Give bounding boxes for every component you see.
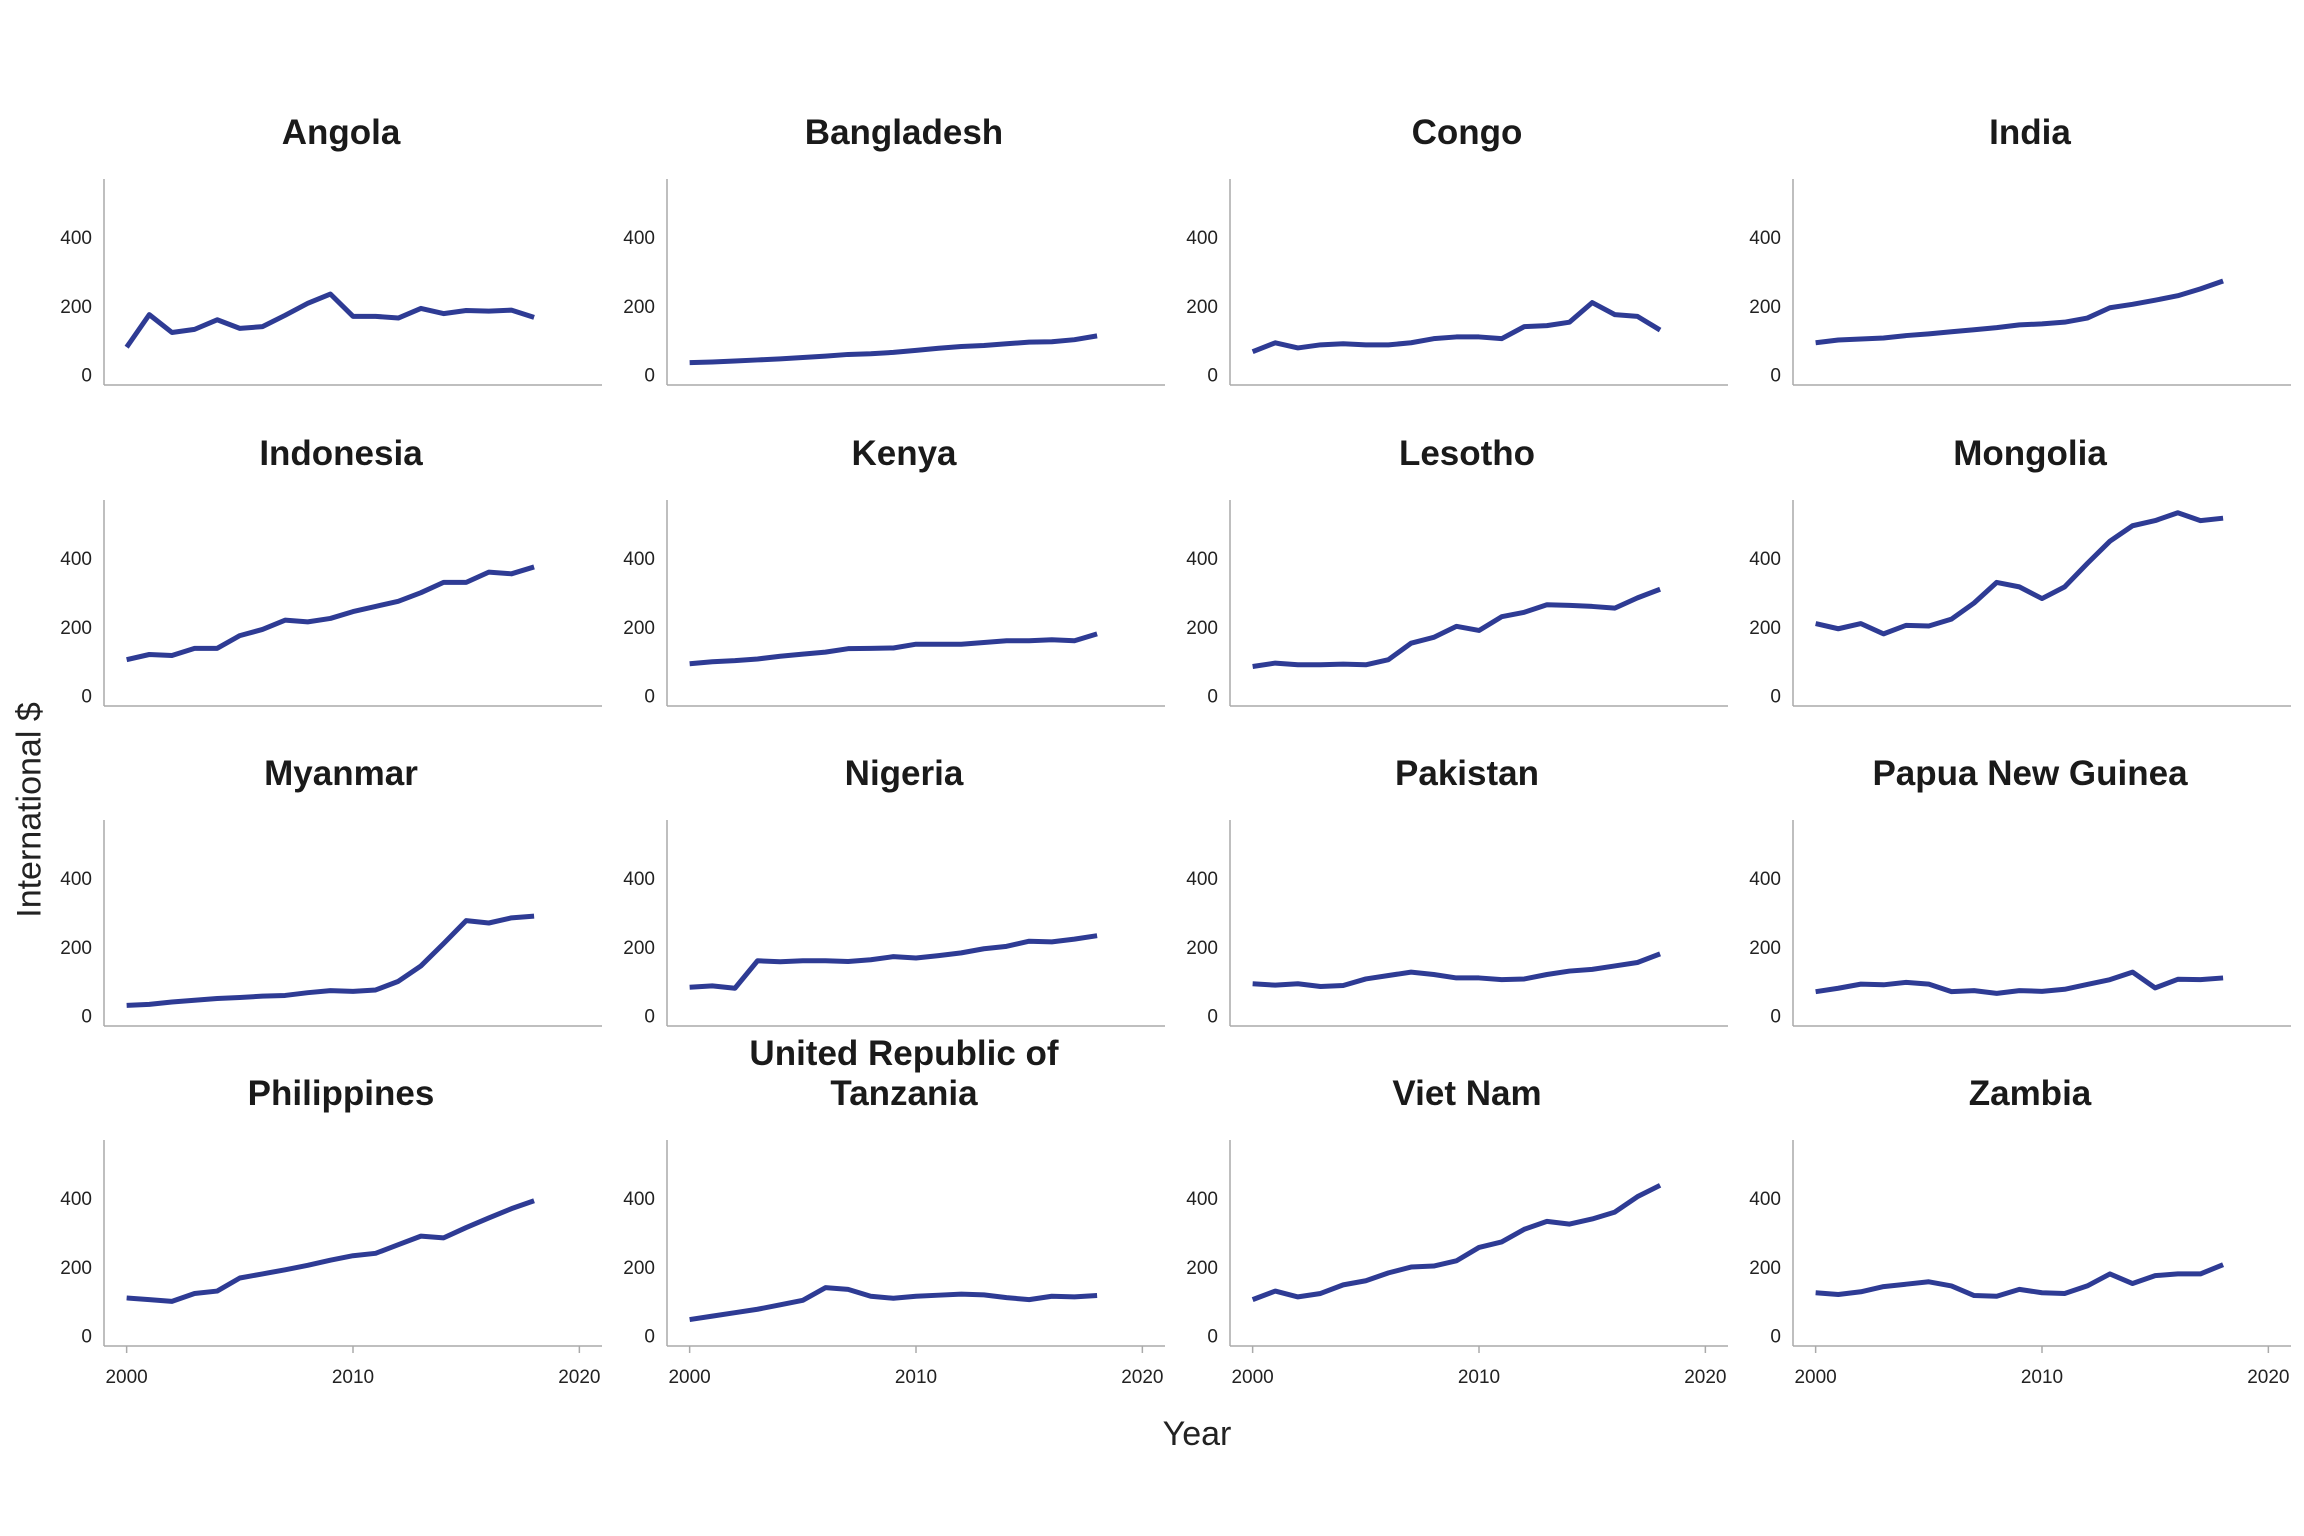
panel-title: Zambia [1968, 1074, 2092, 1113]
panel-title: Kenya [851, 434, 957, 473]
x-tick-label: 2000 [1231, 1367, 1273, 1388]
series-line [689, 333, 1098, 366]
y-tick-label: 0 [81, 686, 92, 707]
y-tick-label: 200 [623, 618, 655, 639]
panel-title: Philippines [247, 1074, 435, 1113]
x-tick-label: 2010 [332, 1367, 374, 1388]
panel-title: Papua New Guinea [1872, 754, 2188, 793]
y-tick-label: 400 [1749, 549, 1781, 570]
x-tick-label: 2020 [1684, 1367, 1726, 1388]
panel-title: Nigeria [844, 754, 964, 793]
series-line [1251, 1183, 1662, 1302]
series-line [1815, 510, 2224, 637]
panel-title: Congo [1411, 113, 1523, 152]
panel-title: Bangladesh [804, 113, 1004, 152]
panel-title: Lesotho [1398, 434, 1536, 473]
y-tick-label: 400 [1749, 1189, 1781, 1210]
y-tick-label: 400 [1186, 869, 1218, 890]
x-axis-label: Year [1162, 1415, 1232, 1453]
panel-title: Mongolia [1953, 434, 2107, 473]
y-tick-label: 0 [1770, 686, 1781, 707]
y-tick-label: 0 [644, 365, 655, 386]
panel-title: Myanmar [264, 754, 418, 793]
x-tick-label: 2010 [2021, 1367, 2063, 1388]
series-line [1815, 1262, 2225, 1299]
panel-title: Angola [281, 113, 401, 152]
series-line [1252, 951, 1661, 990]
y-tick-label: 400 [1186, 228, 1218, 249]
series-line [1252, 586, 1661, 669]
y-tick-label: 0 [644, 1006, 655, 1027]
series-line [689, 631, 1098, 667]
y-tick-label: 400 [60, 228, 92, 249]
series-line [126, 564, 535, 663]
panel-title: United Republic of Tanzania [749, 1034, 1059, 1113]
y-tick-label: 400 [1186, 1189, 1218, 1210]
y-tick-label: 400 [1186, 549, 1218, 570]
y-tick-label: 200 [1186, 1258, 1218, 1279]
series-line [1815, 278, 2224, 346]
y-tick-label: 200 [1749, 618, 1781, 639]
y-tick-label: 200 [623, 1258, 655, 1279]
y-tick-label: 0 [1207, 686, 1218, 707]
series-line [689, 1285, 1098, 1323]
y-tick-label: 200 [60, 938, 92, 959]
x-tick-label: 2000 [1794, 1367, 1836, 1388]
y-tick-label: 0 [1770, 1006, 1781, 1027]
y-tick-label: 200 [1749, 297, 1781, 318]
panel-title: Viet Nam [1392, 1074, 1542, 1113]
y-tick-label: 400 [623, 228, 655, 249]
x-tick-label: 2000 [105, 1367, 147, 1388]
y-tick-label: 400 [623, 1189, 655, 1210]
y-tick-label: 0 [81, 1326, 92, 1347]
series-line [1815, 969, 2224, 996]
y-tick-label: 400 [1749, 228, 1781, 249]
series-line [126, 913, 535, 1008]
y-tick-label: 200 [60, 618, 92, 639]
panel-title: Indonesia [259, 434, 423, 473]
x-tick-label: 2020 [558, 1367, 600, 1388]
y-tick-label: 200 [60, 297, 92, 318]
y-tick-label: 0 [644, 686, 655, 707]
y-tick-label: 400 [623, 549, 655, 570]
y-tick-label: 0 [1207, 365, 1218, 386]
series-line [126, 1198, 535, 1304]
series-line [124, 291, 535, 349]
series-line [1251, 300, 1662, 355]
panel-title: India [1989, 113, 2071, 152]
y-tick-label: 400 [60, 549, 92, 570]
series-line [689, 933, 1098, 991]
y-tick-label: 200 [60, 1258, 92, 1279]
y-tick-label: 400 [60, 1189, 92, 1210]
y-tick-label: 200 [1186, 938, 1218, 959]
y-tick-label: 0 [644, 1326, 655, 1347]
x-tick-label: 2020 [1121, 1367, 1163, 1388]
x-tick-label: 2010 [1458, 1367, 1500, 1388]
y-tick-label: 200 [623, 297, 655, 318]
y-tick-label: 0 [1207, 1326, 1218, 1347]
x-tick-label: 2000 [668, 1367, 710, 1388]
y-tick-label: 0 [81, 365, 92, 386]
y-tick-label: 0 [81, 1006, 92, 1027]
y-tick-label: 0 [1207, 1006, 1218, 1027]
y-tick-label: 200 [623, 938, 655, 959]
y-tick-label: 0 [1770, 365, 1781, 386]
y-tick-label: 400 [623, 869, 655, 890]
y-tick-label: 200 [1186, 297, 1218, 318]
x-tick-label: 2020 [2247, 1367, 2289, 1388]
y-tick-label: 200 [1186, 618, 1218, 639]
panel-title: Pakistan [1395, 754, 1539, 793]
y-axis-label: International $ [10, 702, 49, 918]
y-tick-label: 200 [1749, 1258, 1781, 1279]
y-tick-label: 200 [1749, 938, 1781, 959]
y-tick-label: 400 [1749, 869, 1781, 890]
y-tick-label: 400 [60, 869, 92, 890]
y-tick-label: 0 [1770, 1326, 1781, 1347]
x-tick-label: 2010 [895, 1367, 937, 1388]
